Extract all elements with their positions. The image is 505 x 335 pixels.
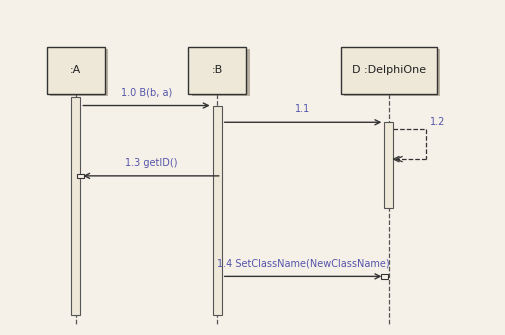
Bar — [213, 106, 222, 315]
Bar — [192, 49, 249, 96]
Text: 1.4 SetClassName(NewClassName): 1.4 SetClassName(NewClassName) — [217, 258, 389, 268]
Bar — [188, 47, 246, 94]
Bar — [50, 49, 109, 96]
Bar — [381, 274, 388, 279]
Text: :B: :B — [212, 65, 223, 75]
Bar — [384, 122, 393, 208]
Text: :A: :A — [70, 65, 81, 75]
Text: 1.0 B(b, a): 1.0 B(b, a) — [121, 87, 172, 97]
Bar — [344, 49, 440, 96]
Bar — [77, 174, 84, 178]
Text: 1.1: 1.1 — [295, 104, 311, 114]
Bar — [341, 47, 437, 94]
Text: 1.3 getID(): 1.3 getID() — [125, 157, 177, 168]
Bar — [71, 97, 80, 315]
Bar — [46, 47, 105, 94]
Text: D :DelphiOne: D :DelphiOne — [352, 65, 426, 75]
Text: 1.2: 1.2 — [430, 117, 445, 127]
